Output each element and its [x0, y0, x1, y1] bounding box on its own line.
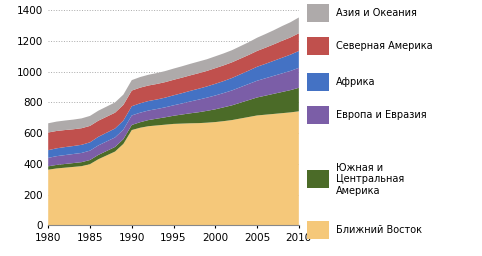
Text: Северная Америка: Северная Америка: [336, 41, 432, 51]
Text: Южная и
Центральная
Америка: Южная и Центральная Америка: [336, 163, 404, 196]
Text: Азия и Океания: Азия и Океания: [336, 8, 416, 18]
FancyBboxPatch shape: [307, 37, 329, 55]
Text: Ближний Восток: Ближний Восток: [336, 225, 422, 236]
FancyBboxPatch shape: [307, 221, 329, 239]
Text: Африка: Африка: [336, 77, 375, 87]
FancyBboxPatch shape: [307, 4, 329, 22]
FancyBboxPatch shape: [307, 73, 329, 91]
FancyBboxPatch shape: [307, 170, 329, 188]
Text: Европа и Евразия: Европа и Евразия: [336, 110, 427, 120]
FancyBboxPatch shape: [307, 106, 329, 124]
